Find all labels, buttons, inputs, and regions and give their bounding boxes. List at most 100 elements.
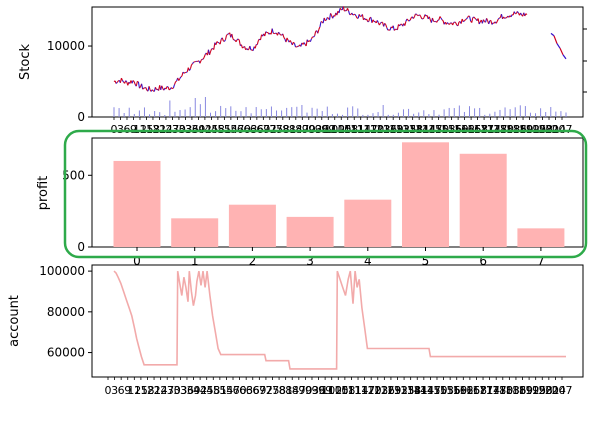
stock-price-segment xyxy=(287,38,288,40)
stock-price-segment xyxy=(373,20,374,22)
stock-price-segment xyxy=(397,24,398,29)
stock-y-tick-label: 10000 xyxy=(47,39,85,53)
stock-price-segment xyxy=(386,25,387,28)
stock-price-segment xyxy=(162,86,163,89)
stock-price-segment xyxy=(297,46,298,47)
stock-price-segment xyxy=(272,29,273,34)
stock-price-segment xyxy=(355,14,356,16)
stock-price-segment xyxy=(225,35,226,39)
stock-price-segment xyxy=(155,87,156,89)
stock-price-segment xyxy=(318,29,319,33)
stock-price-segment xyxy=(521,13,522,15)
stock-price-segment xyxy=(184,72,185,73)
stock-plot-area xyxy=(92,7,583,117)
stock-price-segment xyxy=(560,48,563,55)
stock-price-segment xyxy=(475,18,476,19)
stock-price-segment xyxy=(247,48,248,49)
stock-price-segment xyxy=(273,33,274,34)
stock-price-segment xyxy=(369,18,370,22)
stock-price-segment xyxy=(258,39,259,40)
profit-bar xyxy=(517,228,564,247)
stock-price-segment xyxy=(410,18,411,20)
stock-price-segment xyxy=(255,45,256,49)
stock-price-segment xyxy=(293,42,294,43)
stock-price-segment xyxy=(420,15,421,17)
stock-price-segment xyxy=(266,32,267,33)
stock-price-segment xyxy=(505,18,506,19)
stock-price-segment xyxy=(437,20,438,22)
stock-price-segment xyxy=(377,20,378,22)
stock-price-segment xyxy=(470,17,471,22)
stock-price-segment xyxy=(172,88,173,89)
stock-price-segment xyxy=(138,82,139,88)
profit-y-label: profit xyxy=(36,176,51,211)
stock-price-segment xyxy=(563,55,566,59)
stock-price-segment xyxy=(171,88,172,89)
stock-price-segment xyxy=(191,64,192,65)
stock-price-segment xyxy=(466,18,467,19)
profit-bar xyxy=(344,200,391,247)
stock-price-segment xyxy=(379,23,380,25)
stock-price-segment xyxy=(417,14,418,15)
stock-price-segment xyxy=(421,17,422,19)
stock-price-segment xyxy=(311,37,312,39)
stock-price-segment xyxy=(504,17,505,18)
stock-price-segment xyxy=(483,20,484,22)
stock-price-segment xyxy=(367,19,368,22)
stock-price-segment xyxy=(117,81,118,83)
account-y-label: account xyxy=(7,295,22,347)
account-line xyxy=(114,271,566,369)
stock-price-segment xyxy=(137,81,138,82)
stock-price-segment xyxy=(429,17,430,20)
stock-price-segment xyxy=(152,90,153,91)
stock-price-segment xyxy=(265,32,266,36)
stock-price-segment xyxy=(283,34,284,37)
stock-price-segment xyxy=(465,19,466,20)
stock-price-segment xyxy=(319,27,320,30)
stock-price-segment xyxy=(362,14,363,19)
stock-price-line xyxy=(114,6,566,91)
stock-price-segment xyxy=(250,46,251,50)
stock-price-segment xyxy=(489,21,490,24)
stock-price-segment xyxy=(279,32,280,34)
stock-price-segment xyxy=(496,21,497,23)
stock-price-segment xyxy=(290,40,291,42)
stock-price-segment xyxy=(134,82,135,85)
stock-price-segment xyxy=(455,22,456,23)
stock-price-segment xyxy=(327,17,328,18)
stock-price-segment xyxy=(464,20,465,21)
stock-price-segment xyxy=(380,22,381,23)
stock-price-segment xyxy=(122,80,123,82)
profit-bar xyxy=(287,217,334,247)
stock-price-segment xyxy=(469,16,470,17)
stock-price-segment xyxy=(551,33,554,35)
stock-price-segment xyxy=(359,14,360,16)
stock-price-segment xyxy=(169,89,170,90)
stock-price-segment xyxy=(413,17,414,19)
profit-bar xyxy=(229,205,276,247)
stock-price-segment xyxy=(352,13,353,15)
stock-price-segment xyxy=(394,29,395,30)
stock-price-segment xyxy=(136,81,137,86)
stock-price-segment xyxy=(511,15,512,17)
account-y-tick-label: 60000 xyxy=(47,346,85,360)
stock-price-segment xyxy=(294,43,295,47)
stock-price-segment xyxy=(210,51,211,54)
profit-bar xyxy=(460,154,507,247)
stock-price-segment xyxy=(228,34,229,35)
profit-y-tick-label: 0 xyxy=(77,240,85,254)
stock-price-segment xyxy=(474,17,475,18)
stock-price-segment xyxy=(203,57,204,59)
stock-price-segment xyxy=(526,14,527,15)
stock-price-segment xyxy=(442,20,443,21)
stock-price-segment xyxy=(432,18,433,21)
stock-price-segment xyxy=(239,40,240,46)
stock-price-segment xyxy=(456,23,457,25)
stock-price-segment xyxy=(257,40,258,44)
stock-price-segment xyxy=(166,86,167,89)
